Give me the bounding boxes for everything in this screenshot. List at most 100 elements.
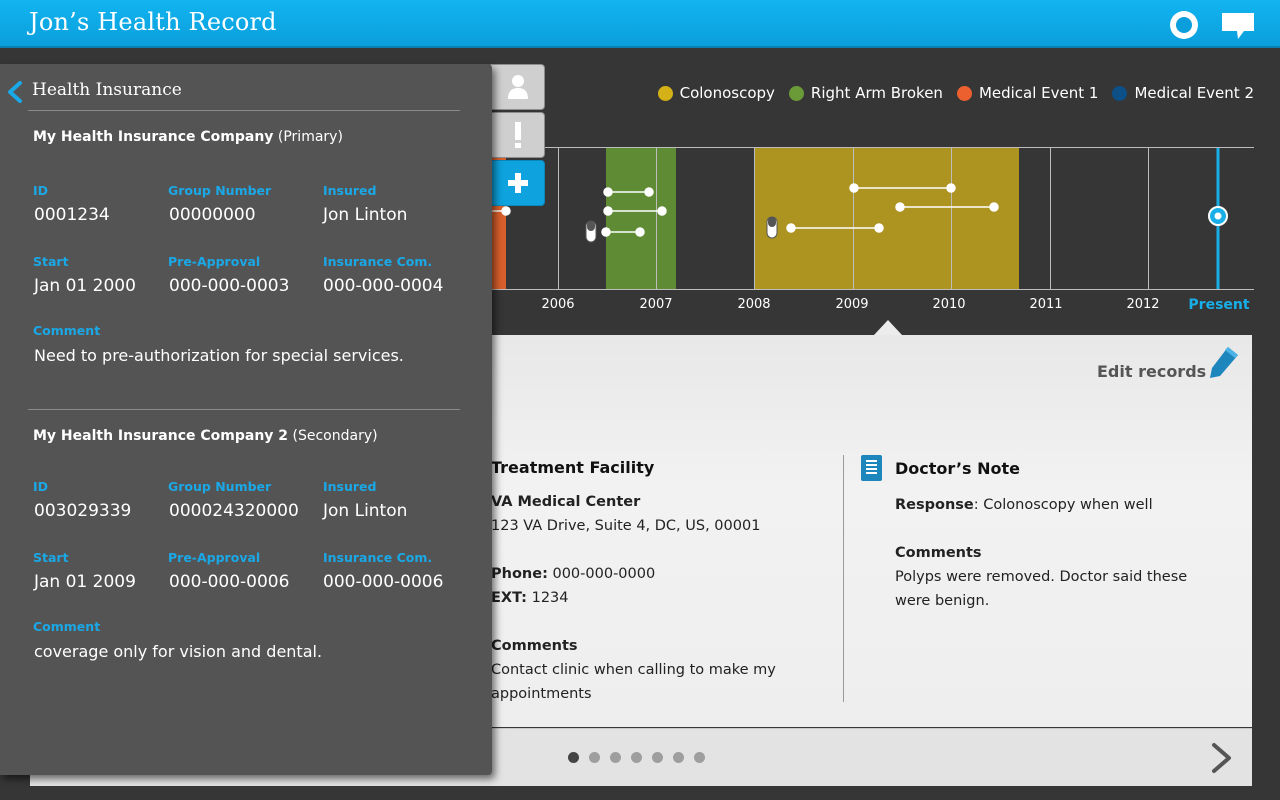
page-dot[interactable] [589,752,600,763]
pre-approval-phone[interactable]: 000-000-0006 [169,572,290,592]
start-label: Start [33,254,69,269]
legend-swatch [1112,85,1128,101]
company-name: My Health Insurance Company 2 [33,428,289,444]
insurance-com-label: Insurance Com. [323,254,433,269]
divider [28,110,460,111]
comment-label: Comment [33,323,101,338]
legend-label: Right Arm Broken [810,84,943,102]
colonoscopy-block [755,148,1019,289]
chevron-left-icon[interactable] [5,80,25,104]
group-number: 00000000 [169,205,256,225]
start-label: Start [33,550,69,565]
policy-comment: Need to pre-authorization for special se… [34,346,404,365]
insurance-com-phone[interactable]: 000-000-0004 [323,276,444,296]
profile-button[interactable] [490,64,545,110]
doctor-comments-line: were benign. [895,593,990,609]
insured-name: Jon Linton [323,205,408,225]
right-arm-broken-block [606,148,676,289]
legend-label: Medical Event 1 [978,84,1099,102]
policy-company: My Health Insurance Company 2 (Secondary… [33,428,378,444]
facility-phone[interactable]: 000-000-0000 [552,566,656,582]
id-label: ID [33,183,49,198]
app-header: Jon’s Health Record [0,0,1280,48]
pre-approval-label: Pre-Approval [168,550,261,565]
legend-item-colonoscopy[interactable]: Colonoscopy [657,84,775,102]
policy-type: (Primary) [277,129,343,145]
policy-id: 003029339 [34,501,132,521]
insurance-com-phone[interactable]: 000-000-0006 [323,572,444,592]
insurance-com-label: Insurance Com. [323,550,433,565]
exclamation-icon [514,122,521,148]
doctor-response-row: Response: Colonoscopy when well [895,493,1153,517]
page-title: Jon’s Health Record [29,8,277,36]
insured-label: Insured [323,183,377,198]
pill-icon [585,220,597,243]
legend-label: Medical Event 2 [1134,84,1254,102]
pencil-icon[interactable] [1206,344,1242,380]
comment-label: Comment [33,619,101,634]
policy-type: (Secondary) [292,428,378,444]
page-dot[interactable] [652,752,663,763]
company-name: My Health Insurance Company [33,129,274,145]
document-icon [861,455,882,481]
year-label: 2010 [932,297,966,312]
insured-label: Insured [323,479,377,494]
phone-label: Phone: [491,566,548,582]
chevron-right-icon[interactable] [1207,741,1237,775]
health-insurance-panel [0,64,492,775]
plus-icon [507,173,528,193]
alerts-button[interactable] [490,112,545,158]
section-divider [843,455,844,702]
facility-name: VA Medical Center [491,494,641,510]
page-dot[interactable] [610,752,621,763]
group-number: 000024320000 [169,501,299,521]
present-label[interactable]: Present [1188,297,1250,313]
edit-records-button[interactable]: Edit records [1097,362,1207,381]
insurance-panel-title: Health Insurance [32,80,182,100]
id-label: ID [33,479,49,494]
insured-name: Jon Linton [323,501,408,521]
year-label: 2007 [639,297,673,312]
page-dot[interactable] [631,752,642,763]
legend-item-medical-event-2[interactable]: Medical Event 2 [1112,84,1254,102]
doctor-comments-label: Comments [895,545,982,561]
page-dot[interactable] [568,752,579,763]
legend-swatch [956,85,972,101]
facility-ext-row: EXT: 1234 [491,586,569,610]
legend-swatch [788,85,804,101]
legend-item-right-arm-broken[interactable]: Right Arm Broken [788,84,943,102]
legend-item-medical-event-1[interactable]: Medical Event 1 [956,84,1099,102]
timeline-pointer [874,320,902,335]
year-label: 2006 [541,297,575,312]
group-number-label: Group Number [168,479,272,494]
person-icon [507,75,528,99]
treatment-facility-title: Treatment Facility [491,458,655,477]
policy-id: 0001234 [34,205,110,225]
pre-approval-label: Pre-Approval [168,254,261,269]
legend-swatch [657,85,673,101]
page-dot[interactable] [694,752,705,763]
doctor-response: : Colonoscopy when well [973,497,1153,513]
facility-comments-line: Contact clinic when calling to make my [491,662,776,678]
response-label: Response [895,497,974,513]
pre-approval-phone[interactable]: 000-000-0003 [169,276,290,296]
divider [28,409,460,410]
start-date: Jan 01 2000 [34,276,136,296]
year-label: 2008 [737,297,771,312]
facility-comments-line: appointments [491,686,592,702]
add-button[interactable] [490,160,545,206]
policy-comment: coverage only for vision and dental. [34,642,323,661]
ext-label: EXT: [491,590,527,606]
year-label: 2012 [1126,297,1160,312]
start-date: Jan 01 2009 [34,572,136,592]
group-number-label: Group Number [168,183,272,198]
page-dot[interactable] [673,752,684,763]
facility-phone-row: Phone: 000-000-0000 [491,562,655,586]
target-icon[interactable] [1169,9,1201,41]
facility-address: 123 VA Drive, Suite 4, DC, US, 00001 [491,518,761,534]
health-timeline[interactable]: 2006 2007 2008 2009 2010 2011 2012 Prese… [0,140,1280,330]
chat-bubble-icon[interactable] [1220,9,1254,41]
timeline-legend: Colonoscopy Right Arm Broken Medical Eve… [657,84,1254,102]
year-label: 2011 [1029,297,1063,312]
doctor-comments-line: Polyps were removed. Doctor said these [895,569,1188,585]
